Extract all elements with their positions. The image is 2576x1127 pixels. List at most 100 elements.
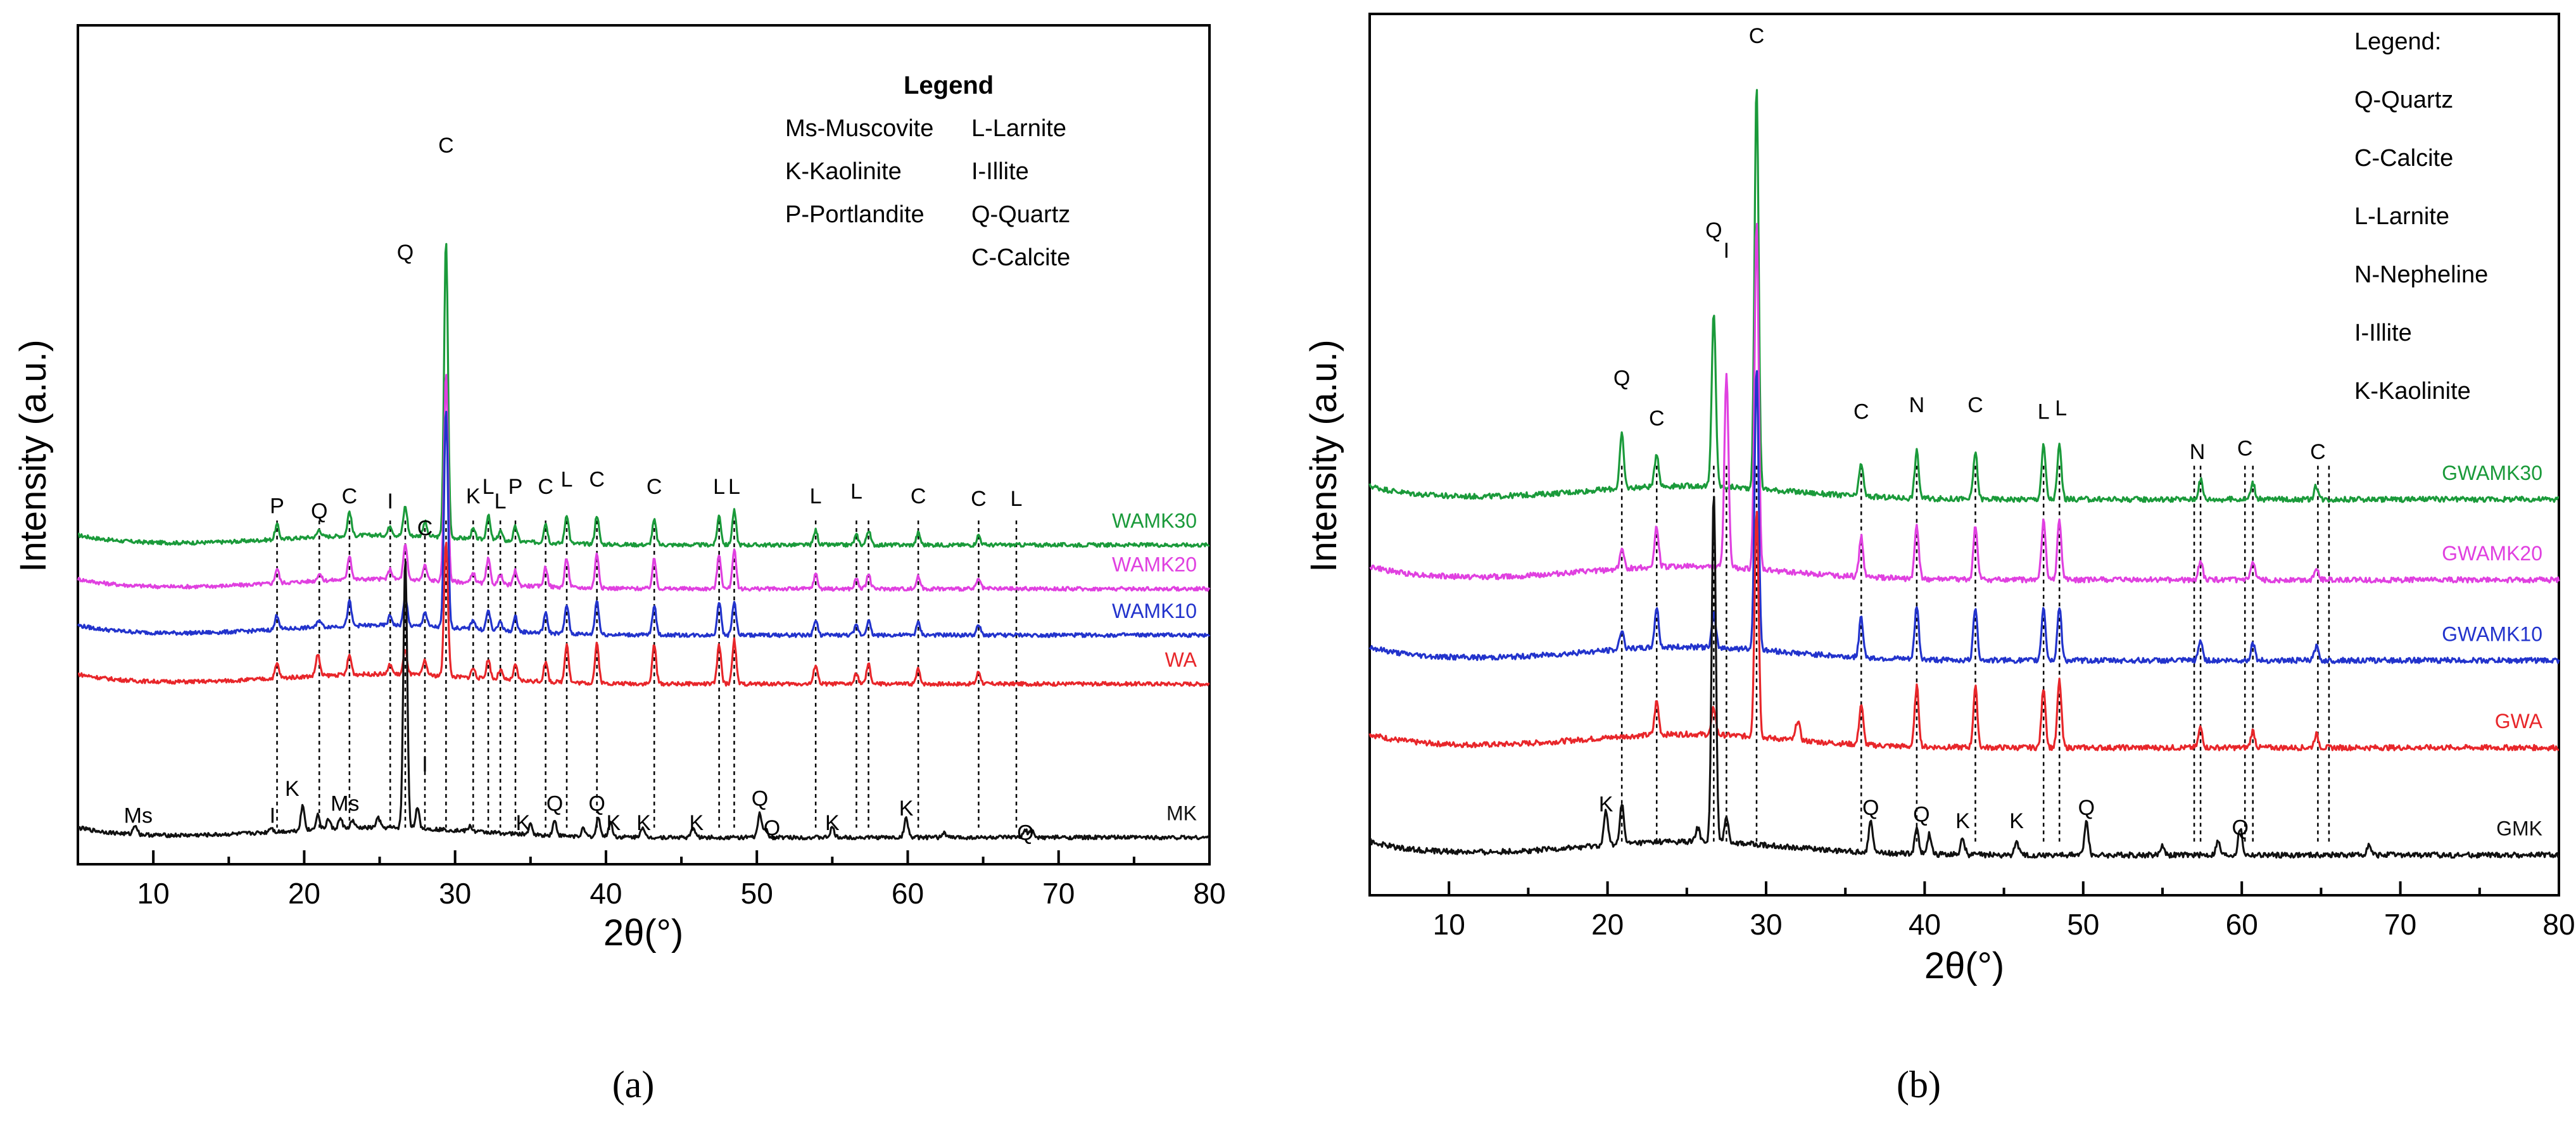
- x-tick-label: 80: [2542, 908, 2575, 941]
- panel-a-peak-guides: [276, 520, 1018, 828]
- peak-label: K: [1955, 809, 1970, 833]
- panel-b-plot-frame: [1368, 13, 2560, 897]
- peak-label: L: [2055, 396, 2067, 420]
- series-label: WAMK20: [1112, 553, 1197, 576]
- peak-label: K: [1599, 793, 1613, 817]
- peak-label: L: [495, 489, 507, 513]
- x-tick-label: 20: [288, 877, 320, 910]
- series-label: GWAMK30: [2442, 462, 2542, 484]
- x-tick-label: 70: [2384, 908, 2416, 941]
- series-trace-wamk10: [77, 410, 1211, 638]
- peak-label: L: [810, 484, 822, 508]
- series-label: WAMK30: [1112, 509, 1197, 532]
- peak-label: Q: [1862, 796, 1879, 820]
- x-tick-label: 30: [439, 877, 471, 910]
- panel-b-legend-title: Legend:: [2354, 28, 2441, 55]
- peak-label: I: [422, 753, 427, 777]
- peak-label: Q: [546, 791, 563, 815]
- x-tick-label: 70: [1042, 877, 1075, 910]
- series-trace-mk: [77, 561, 1211, 841]
- peak-label: L: [850, 480, 862, 504]
- series-trace-gwamk10: [1368, 370, 2560, 664]
- legend-item: C-Calcite: [971, 244, 1070, 271]
- peak-label: Q: [588, 791, 605, 815]
- x-tick-label: 10: [1433, 908, 1465, 941]
- panel-b-y-axis-label: Intensity (a.u.): [1303, 339, 1344, 572]
- series-trace-gwa: [1368, 510, 2560, 752]
- series-label: GMK: [2496, 817, 2542, 840]
- peak-label: K: [2009, 809, 2024, 833]
- legend-item: I-Illite: [971, 158, 1029, 185]
- peak-label: L: [561, 467, 573, 491]
- peak-label: Q: [2078, 796, 2095, 820]
- panel-a-plot-frame: [77, 24, 1211, 866]
- series-label: GWA: [2495, 710, 2543, 733]
- panel-b-x-axis-label: 2θ(°): [1924, 945, 2004, 986]
- legend-item: K-Kaolinite: [785, 158, 902, 185]
- peak-label: Q: [397, 241, 414, 265]
- x-tick-label: 40: [1909, 908, 1941, 941]
- peak-label: Q: [1913, 802, 1929, 826]
- panel-a-series-labels: WAMK30 WAMK20 WAMK10 WA MK: [1112, 509, 1197, 824]
- series-trace-wamk20: [77, 374, 1211, 592]
- panel-b-caption: (b): [1897, 1064, 1941, 1105]
- x-tick-label: 50: [741, 877, 773, 910]
- panel-b-traces: [1368, 89, 2560, 859]
- panel-a-legend-title: Legend: [904, 72, 994, 99]
- panel-b-peak-guides: [1620, 465, 2330, 842]
- legend-item: N-Nepheline: [2354, 261, 2488, 288]
- peak-label: L: [713, 475, 725, 499]
- legend-item: Q-Quartz: [2354, 87, 2453, 113]
- panel-a-x-axis-label: 2θ(°): [603, 912, 683, 954]
- peak-label: C: [2237, 437, 2253, 461]
- peak-label: C: [438, 134, 454, 158]
- peak-label: C: [589, 467, 605, 491]
- legend-item: K-Kaolinite: [2354, 378, 2471, 405]
- peak-label: K: [899, 796, 914, 821]
- peak-label: C: [971, 487, 987, 511]
- peak-label: P: [270, 494, 284, 519]
- panel-a-y-axis-label: Intensity (a.u.): [13, 339, 54, 572]
- panel-b-series-labels: GWAMK30 GWAMK20 GWAMK10 GWA GMK: [2442, 462, 2543, 840]
- series-trace-wamk30: [77, 242, 1210, 548]
- peak-label: K: [516, 811, 531, 835]
- legend-item: Ms-Muscovite: [785, 115, 933, 142]
- panel-a-legend: Legend Ms-Muscovite K-Kaolinite P-Portla…: [785, 72, 1070, 271]
- peak-label: L: [1011, 487, 1023, 511]
- peak-label: P: [508, 475, 523, 499]
- panel-b-legend: Legend: Q-Quartz C-Calcite L-Larnite N-N…: [2354, 28, 2488, 405]
- legend-item: Q-Quartz: [971, 201, 1070, 228]
- peak-label: Ms: [124, 804, 153, 828]
- legend-item: L-Larnite: [971, 115, 1066, 142]
- peak-label: I: [270, 804, 275, 828]
- peak-label: Ms: [331, 791, 359, 815]
- x-tick-label: 40: [590, 877, 622, 910]
- peak-label: C: [1967, 393, 1983, 417]
- peak-label: Q: [1705, 218, 1722, 242]
- series-trace-gmk: [1369, 496, 2560, 859]
- peak-label: C: [2310, 440, 2326, 464]
- series-label: WA: [1165, 648, 1197, 671]
- peak-label: Q: [1017, 821, 1033, 845]
- peak-label: Q: [311, 499, 327, 523]
- peak-label: C: [911, 484, 926, 508]
- x-tick-label: 30: [1750, 908, 1782, 941]
- legend-item: L-Larnite: [2354, 203, 2449, 230]
- x-tick-label: 60: [2226, 908, 2258, 941]
- peak-label: L: [2038, 400, 2050, 424]
- peak-label: K: [285, 777, 300, 801]
- legend-item: C-Calcite: [2354, 145, 2453, 172]
- peak-label: C: [417, 516, 433, 540]
- peak-label: C: [1749, 24, 1765, 48]
- series-label: WAMK10: [1112, 600, 1197, 622]
- peak-label: K: [690, 811, 704, 835]
- panel-a-caption: (a): [612, 1064, 655, 1105]
- peak-label: K: [636, 811, 651, 835]
- series-label: MK: [1166, 802, 1197, 824]
- peak-label: C: [647, 475, 662, 499]
